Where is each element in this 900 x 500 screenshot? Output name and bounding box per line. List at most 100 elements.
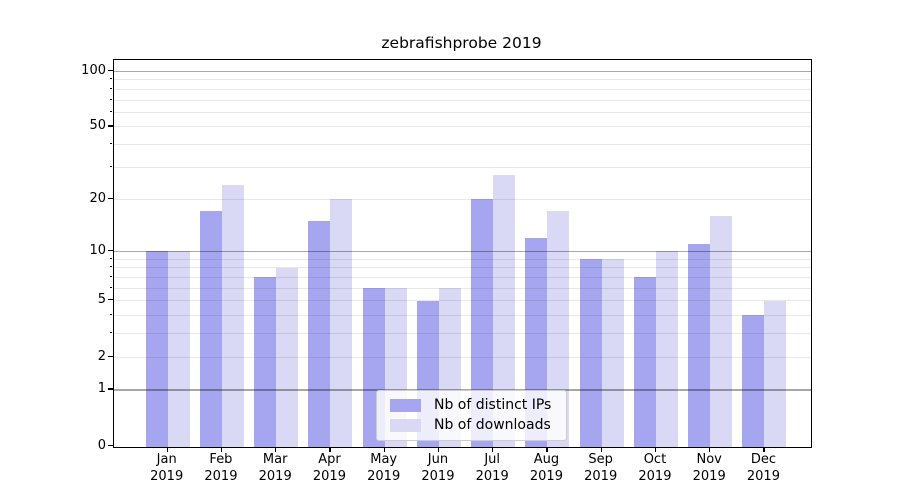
gridline-minor <box>114 99 811 101</box>
y-tick <box>108 388 113 390</box>
legend-swatch <box>390 398 421 412</box>
x-tick <box>654 447 657 452</box>
bar-ips-jul <box>471 198 494 447</box>
bar-ips-apr <box>308 220 331 447</box>
y-tick-label: 20 <box>89 190 106 206</box>
bar-downloads-mar <box>276 267 299 447</box>
gridline-minor <box>114 144 811 146</box>
x-tick-label: Jul 2019 <box>464 452 520 485</box>
bar-ips-dec <box>742 315 765 447</box>
legend-item: Nb of downloads <box>390 417 551 433</box>
gridline-major <box>114 70 811 73</box>
x-tick-year: 2019 <box>312 468 346 484</box>
legend: Nb of distinct IPs Nb of downloads <box>376 390 568 441</box>
bar-downloads-aug <box>547 211 570 447</box>
bar-downloads-feb <box>221 184 244 447</box>
x-tick <box>709 447 711 452</box>
bar-downloads-sep <box>601 259 624 447</box>
legend-label: Nb of downloads <box>434 417 551 433</box>
gridline-minor <box>114 198 811 200</box>
x-tick-label: Jan 2019 <box>139 452 195 485</box>
x-tick <box>383 447 385 452</box>
y-tick-minor <box>109 143 112 145</box>
gridline-minor <box>114 88 811 90</box>
x-tick <box>275 447 277 452</box>
y-tick-minor <box>109 78 112 80</box>
legend-swatch <box>390 418 421 432</box>
x-tick <box>329 447 331 452</box>
bar-ips-mar <box>254 277 277 447</box>
y-tick-label: 50 <box>89 118 106 134</box>
gridline-minor <box>114 111 811 113</box>
x-tick <box>492 447 494 452</box>
y-tick-label: 1 <box>97 381 106 397</box>
bar-downloads-nov <box>710 215 733 447</box>
bar-downloads-dec <box>764 300 787 447</box>
x-tick-label: Jun 2019 <box>410 452 466 485</box>
x-tick <box>220 447 223 452</box>
bar-downloads-jul <box>493 175 516 447</box>
y-tick-label: 100 <box>81 62 106 78</box>
x-tick-label: Dec 2019 <box>735 452 791 485</box>
x-tick <box>600 447 602 452</box>
y-tick <box>108 197 113 199</box>
bar-ips-jan <box>145 251 168 447</box>
y-tick <box>108 355 113 357</box>
y-tick <box>108 444 113 446</box>
x-tick-year: 2019 <box>746 468 780 484</box>
x-tick-label: Oct 2019 <box>627 452 683 485</box>
y-tick-minor <box>109 98 112 100</box>
gridline-minor <box>114 79 811 81</box>
gridline-minor <box>114 166 811 168</box>
x-tick <box>763 447 765 452</box>
x-tick-label: Sep 2019 <box>573 452 629 485</box>
y-tick-minor <box>109 266 112 268</box>
y-tick-label: 0 <box>97 437 106 453</box>
x-tick-year: 2019 <box>204 468 238 484</box>
bar-downloads-oct <box>655 251 678 447</box>
y-tick <box>108 69 113 72</box>
y-tick-minor <box>109 110 112 112</box>
x-tick-label: Nov 2019 <box>681 452 737 485</box>
x-tick <box>546 447 548 452</box>
y-tick-label: 5 <box>97 292 106 308</box>
bar-downloads-apr <box>330 198 353 447</box>
x-tick-year: 2019 <box>421 468 455 484</box>
x-tick-year: 2019 <box>258 468 292 484</box>
y-tick <box>108 299 113 301</box>
x-tick-year: 2019 <box>367 468 401 484</box>
x-tick <box>437 447 440 452</box>
bar-ips-nov <box>688 244 711 447</box>
y-tick-minor <box>109 165 112 167</box>
plot-area: Nb of distinct IPs Nb of downloads <box>113 59 812 448</box>
y-tick-minor <box>109 275 112 277</box>
x-tick-year: 2019 <box>638 468 672 484</box>
x-tick-year: 2019 <box>150 468 184 484</box>
x-tick-label: Apr 2019 <box>301 452 357 485</box>
y-tick <box>108 125 113 127</box>
bar-ips-feb <box>199 211 222 447</box>
bar-downloads-jan <box>167 251 190 447</box>
x-tick-year: 2019 <box>475 468 509 484</box>
legend-item: Nb of distinct IPs <box>390 397 551 413</box>
x-tick <box>166 447 168 452</box>
x-tick-year: 2019 <box>584 468 618 484</box>
x-tick-label: Aug 2019 <box>518 452 574 485</box>
y-tick-label: 10 <box>89 243 106 258</box>
legend-label: Nb of distinct IPs <box>434 397 552 413</box>
x-tick-label: Feb 2019 <box>193 452 249 485</box>
x-tick-year: 2019 <box>692 468 726 484</box>
y-tick-minor <box>109 314 112 316</box>
bar-ips-oct <box>633 277 656 447</box>
x-tick-label: Mar 2019 <box>247 452 303 485</box>
bar-ips-sep <box>579 259 602 447</box>
y-tick-minor <box>109 257 112 259</box>
y-tick <box>108 250 113 252</box>
chart-title: zebrafishprobe 2019 <box>381 34 542 52</box>
y-tick-label: 2 <box>97 348 106 364</box>
x-tick-year: 2019 <box>529 468 563 484</box>
gridline-minor <box>114 126 811 128</box>
y-tick-minor <box>109 286 112 288</box>
y-tick-minor <box>109 332 112 334</box>
